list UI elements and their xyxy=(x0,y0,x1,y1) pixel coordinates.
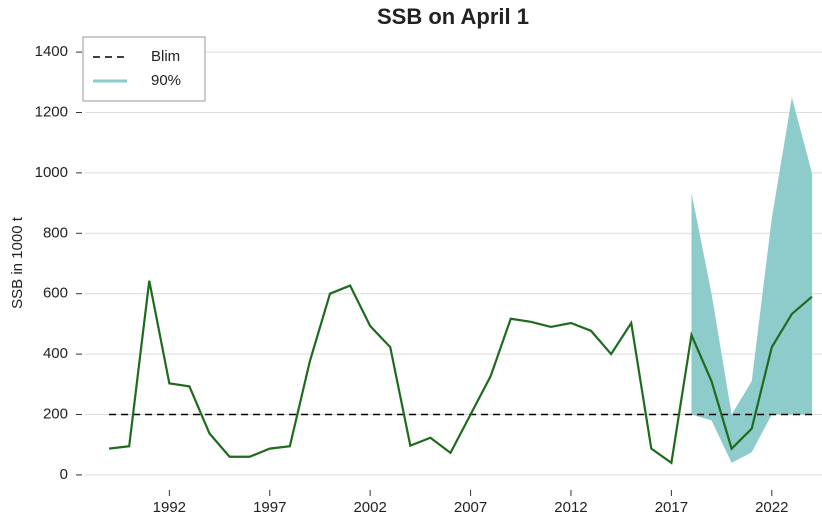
confidence-band xyxy=(691,97,812,463)
x-tick-label: 2002 xyxy=(353,499,386,516)
legend-box xyxy=(82,36,206,102)
y-tick-label: 1200 xyxy=(35,103,68,120)
y-tick-label: 1400 xyxy=(35,43,68,60)
legend-band-label: 90% xyxy=(151,72,181,89)
x-tick-label: 1992 xyxy=(153,499,186,516)
x-tick-label: 2012 xyxy=(554,499,587,516)
y-tick-label: 600 xyxy=(43,285,68,302)
chart-title: SSB on April 1 xyxy=(377,4,529,29)
x-tick-label: 2022 xyxy=(755,499,788,516)
y-tick-label: 400 xyxy=(43,345,68,362)
x-tick-label: 2007 xyxy=(454,499,487,516)
x-tick-label: 1997 xyxy=(253,499,286,516)
y-tick-label: 200 xyxy=(43,405,68,422)
ssb-line xyxy=(108,280,813,465)
y-tick-label: 800 xyxy=(43,224,68,241)
y-tick-label: 1000 xyxy=(35,164,68,181)
y-axis-label: SSB in 1000 t xyxy=(9,216,26,309)
legend-blim-label: Blim xyxy=(151,48,180,65)
y-tick-label: 0 xyxy=(60,466,68,483)
x-tick-label: 2017 xyxy=(655,499,688,516)
